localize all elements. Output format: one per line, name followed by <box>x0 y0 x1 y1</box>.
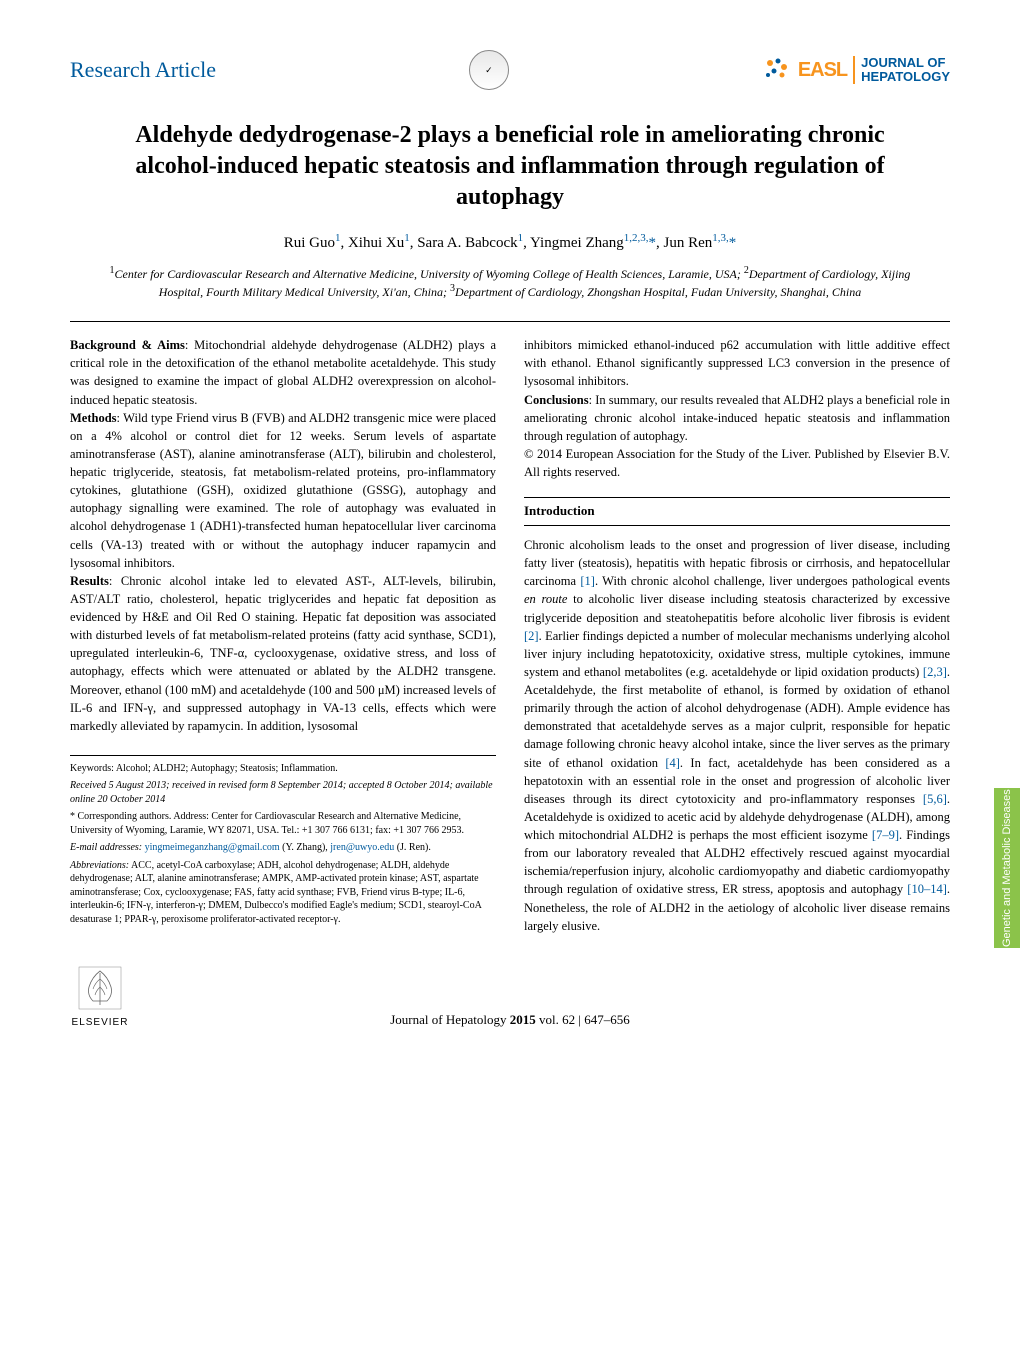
footnote-email-1[interactable]: yingmeimeganzhang@gmail.com <box>145 842 280 853</box>
abstract-conclusions-text: : In summary, our results revealed that … <box>524 393 950 443</box>
easl-icon <box>762 55 792 85</box>
left-column: Background & Aims: Mitochondrial aldehyd… <box>70 336 496 935</box>
abstract-conclusions-label: Conclusions <box>524 393 589 407</box>
footnote-email-1-name: (Y. Zhang), <box>282 842 328 853</box>
abstract-cont-block: inhibitors mimicked ethanol-induced p62 … <box>524 336 950 481</box>
author-list: Rui Guo1, Xihui Xu1, Sara A. Babcock1, Y… <box>70 232 950 252</box>
footnotes-block: Keywords: Alcohol; ALDH2; Autophagy; Ste… <box>70 755 496 927</box>
abstract-results-text: : Chronic alcohol intake led to elevated… <box>70 574 496 733</box>
footnote-email-2-name: (J. Ren). <box>397 842 431 853</box>
footnote-emails: E-mail addresses: yingmeimeganzhang@gmai… <box>70 841 496 855</box>
page-footer: ELSEVIER Journal of Hepatology 2015 vol.… <box>70 965 950 1028</box>
article-title: Aldehyde dedydrogenase-2 plays a benefic… <box>110 120 910 214</box>
footnote-keywords: Keywords: Alcohol; ALDH2; Autophagy; Ste… <box>70 762 496 776</box>
journal-logo: EASL JOURNAL OF HEPATOLOGY <box>762 55 950 85</box>
journal-name: JOURNAL OF HEPATOLOGY <box>853 56 950 85</box>
page-header: Research Article ✓ EASL JOURNAL OF HEPAT… <box>70 50 950 90</box>
introduction-body: Chronic alcoholism leads to the onset an… <box>524 536 950 935</box>
abstract-methods-label: Methods <box>70 411 117 425</box>
body-columns: Background & Aims: Mitochondrial aldehyd… <box>70 336 950 935</box>
abstract-background-label: Background & Aims <box>70 338 185 352</box>
easl-org-name: EASL <box>798 59 847 82</box>
crossmark-icon: ✓ <box>485 65 493 76</box>
footnote-abbrev-label: Abbreviations: <box>70 860 129 871</box>
affiliations: 1Center for Cardiovascular Research and … <box>100 264 920 302</box>
elsevier-tree-icon <box>70 965 130 1015</box>
abstract-background-p: Background & Aims: Mitochondrial aldehyd… <box>70 336 496 409</box>
footnote-email-label: E-mail addresses: <box>70 842 142 853</box>
abstract-copyright: © 2014 European Association for the Stud… <box>524 445 950 481</box>
citation-line: Journal of Hepatology 2015 vol. 62 | 647… <box>130 1012 890 1028</box>
section-side-tab: Genetic and Metabolic Diseases <box>994 788 1020 948</box>
right-column: inhibitors mimicked ethanol-induced p62 … <box>524 336 950 935</box>
section-label: Research Article <box>70 57 216 83</box>
footnote-email-2[interactable]: jren@uwyo.edu <box>330 842 394 853</box>
footnote-corresponding: * Corresponding authors. Address: Center… <box>70 810 496 837</box>
footnote-dates: Received 5 August 2013; received in revi… <box>70 779 496 806</box>
abstract-methods-p: Methods: Wild type Friend virus B (FVB) … <box>70 409 496 572</box>
footnote-abbreviations: Abbreviations: ACC, acetyl-CoA carboxyla… <box>70 859 496 927</box>
journal-name-line2: HEPATOLOGY <box>861 70 950 84</box>
abstract-results-label: Results <box>70 574 109 588</box>
introduction-heading: Introduction <box>524 497 950 526</box>
abstract-block: Background & Aims: Mitochondrial aldehyd… <box>70 336 496 735</box>
footnote-dates-text: Received 5 August 2013; received in revi… <box>70 780 493 805</box>
elsevier-logo-block: ELSEVIER <box>70 965 130 1028</box>
footnote-abbrev-text: ACC, acetyl-CoA carboxylase; ADH, alcoho… <box>70 860 481 925</box>
journal-name-line1: JOURNAL OF <box>861 56 950 70</box>
abstract-methods-text: : Wild type Friend virus B (FVB) and ALD… <box>70 411 496 570</box>
abstract-conclusions-p: Conclusions: In summary, our results rev… <box>524 391 950 445</box>
top-rule <box>70 321 950 322</box>
crossmark-badge[interactable]: ✓ <box>469 50 509 90</box>
abstract-results-p: Results: Chronic alcohol intake led to e… <box>70 572 496 735</box>
elsevier-publisher-name: ELSEVIER <box>70 1017 130 1028</box>
abstract-results-cont: inhibitors mimicked ethanol-induced p62 … <box>524 336 950 390</box>
